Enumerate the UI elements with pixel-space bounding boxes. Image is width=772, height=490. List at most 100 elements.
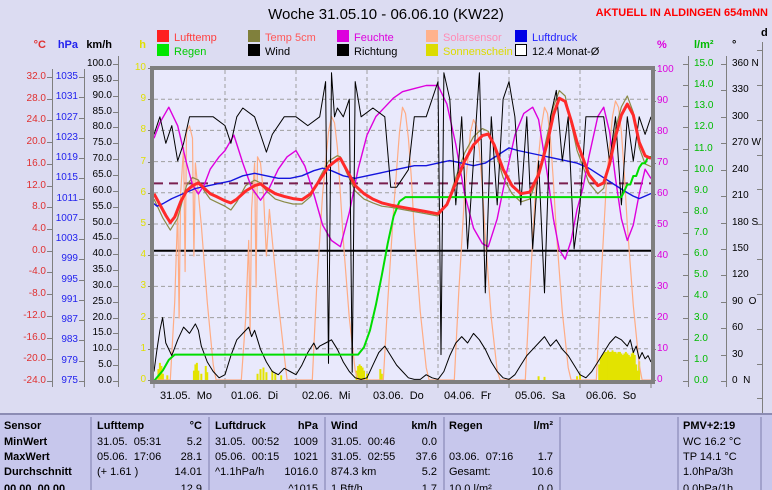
- pressure-axis-tick: [79, 178, 84, 179]
- sunshine-bar: [576, 376, 579, 380]
- day-axis-tick: [757, 155, 762, 156]
- table-separator: [90, 417, 92, 490]
- rain-axis-tick-label: 5.0: [694, 269, 708, 280]
- series-lufttemp: [154, 96, 651, 224]
- legend-swatch: [515, 30, 527, 42]
- rain-axis-tick: [683, 191, 688, 192]
- sunshine-bar: [629, 356, 632, 380]
- windspeed-axis-tick: [113, 254, 118, 255]
- rain-axis-tick-label: 10.0: [694, 164, 714, 175]
- humidity-axis-tick-label: 40: [657, 250, 669, 261]
- sunshine-bar: [363, 370, 366, 380]
- humidity-axis-tick-label: 60: [657, 188, 669, 199]
- sunshine-bar: [256, 373, 259, 380]
- table-cell: 31.05. 00:52: [215, 436, 280, 448]
- rain-axis-tick-label: 6.0: [694, 248, 708, 259]
- table-row-label: MaxWert: [4, 451, 50, 463]
- direction-axis-tick: [721, 302, 726, 303]
- table-cell: WC 16.2 °C: [683, 436, 742, 448]
- sunhours-axis-tick-label: 7: [140, 156, 146, 167]
- legend-swatch: [426, 30, 438, 42]
- windspeed-axis-tick-label: 85.0: [92, 106, 112, 117]
- legend-label: Sonnenschein: [443, 46, 513, 58]
- table-cell: 05.06. 00:15: [215, 451, 280, 463]
- windspeed-axis-tick: [113, 96, 118, 97]
- sunshine-bar: [161, 373, 164, 380]
- sunshine-bar: [543, 376, 546, 380]
- pressure-axis-tick: [79, 158, 84, 159]
- pressure-axis-tick: [79, 219, 84, 220]
- windspeed-axis-tick: [113, 318, 118, 319]
- rain-axis-tick-label: 2.0: [694, 333, 708, 344]
- day-label-0: 31.05. Mo: [160, 390, 212, 402]
- rain-axis-tick-label: 0.0: [694, 375, 708, 386]
- pressure-axis-header: hPa: [57, 39, 78, 51]
- table-separator: [208, 417, 210, 490]
- temp-axis-tick-label: -12.0: [23, 310, 46, 321]
- legend-swatch: [248, 30, 260, 42]
- rain-axis-tick-label: 14.0: [694, 79, 714, 90]
- sunhours-axis-tick-label: 1: [140, 343, 146, 354]
- table-cell: TP 14.1 °C: [683, 451, 737, 463]
- pressure-axis-tick-label: 1011: [56, 193, 78, 204]
- rain-axis-tick: [683, 318, 688, 319]
- series-luftdruck: [154, 147, 651, 207]
- rain-axis-header: l/m²: [694, 39, 714, 51]
- series-wind: [154, 317, 651, 380]
- series-solarsensor: [154, 100, 651, 380]
- sunshine-bar: [630, 353, 633, 380]
- legend-item-wind: Wind: [248, 44, 290, 58]
- direction-axis-tick: [721, 223, 726, 224]
- sunshine-bar: [259, 369, 262, 380]
- sunshine-bar: [621, 355, 624, 380]
- windspeed-axis-tick: [113, 302, 118, 303]
- series-temp-5cm: [154, 89, 651, 231]
- pressure-axis-tick: [79, 97, 84, 98]
- legend-label: Lufttemp: [174, 32, 217, 44]
- windspeed-axis-tick: [113, 191, 118, 192]
- legend-swatch: [337, 30, 349, 42]
- rain-axis-tick-label: 3.0: [694, 312, 708, 323]
- pressure-axis-tick: [79, 381, 84, 382]
- table-cell-value: 1016.0: [284, 466, 318, 478]
- direction-axis-tick-label: 120: [732, 269, 749, 280]
- direction-axis-line: [726, 56, 727, 387]
- day-axis-tick: [757, 259, 762, 260]
- pressure-axis-tick: [79, 300, 84, 301]
- rain-axis-tick-label: 12.0: [694, 121, 714, 132]
- sunhours-axis-tick-label: 2: [140, 312, 146, 323]
- sunshine-bar: [627, 355, 630, 380]
- legend-item-luftdruck: Luftdruck: [515, 30, 577, 44]
- pressure-axis-tick-label: 987: [61, 314, 78, 325]
- direction-axis-tick: [721, 275, 726, 276]
- windspeed-axis-tick: [113, 365, 118, 366]
- windspeed-axis-tick-label: 100.0: [86, 58, 112, 69]
- direction-axis-tick-label: 300: [732, 111, 749, 122]
- pressure-axis-tick: [79, 77, 84, 78]
- pressure-axis-tick: [79, 340, 84, 341]
- table-cell: 0.0hPa/1h: [683, 483, 734, 490]
- table-col-header: Regen: [449, 420, 483, 432]
- windspeed-axis-tick: [113, 223, 118, 224]
- humidity-axis-tick-label: 80: [657, 126, 669, 137]
- sunshine-bar: [614, 351, 617, 380]
- table-cell-value: 0.0: [537, 483, 553, 490]
- temp-axis-tick: [47, 77, 52, 78]
- table-cell-value: 5.2: [421, 466, 437, 478]
- temp-axis-tick-label: 28.0: [26, 93, 46, 104]
- sunshine-bar: [632, 351, 635, 380]
- direction-axis-tick: [721, 117, 726, 118]
- direction-axis-tick-label: 150: [732, 243, 749, 254]
- day-label-3: 03.06. Do: [373, 390, 424, 402]
- temp-axis-tick-label: 12.0: [26, 180, 46, 191]
- table-separator: [760, 417, 762, 490]
- sunshine-bar: [379, 369, 382, 380]
- sunshine-bar: [274, 373, 277, 380]
- windspeed-axis-tick: [113, 112, 118, 113]
- windspeed-axis-tick: [113, 238, 118, 239]
- rain-axis-tick-label: 7.0: [694, 227, 708, 238]
- sunshine-bar: [280, 375, 283, 380]
- sunshine-bar: [601, 355, 604, 380]
- windspeed-axis-tick: [113, 349, 118, 350]
